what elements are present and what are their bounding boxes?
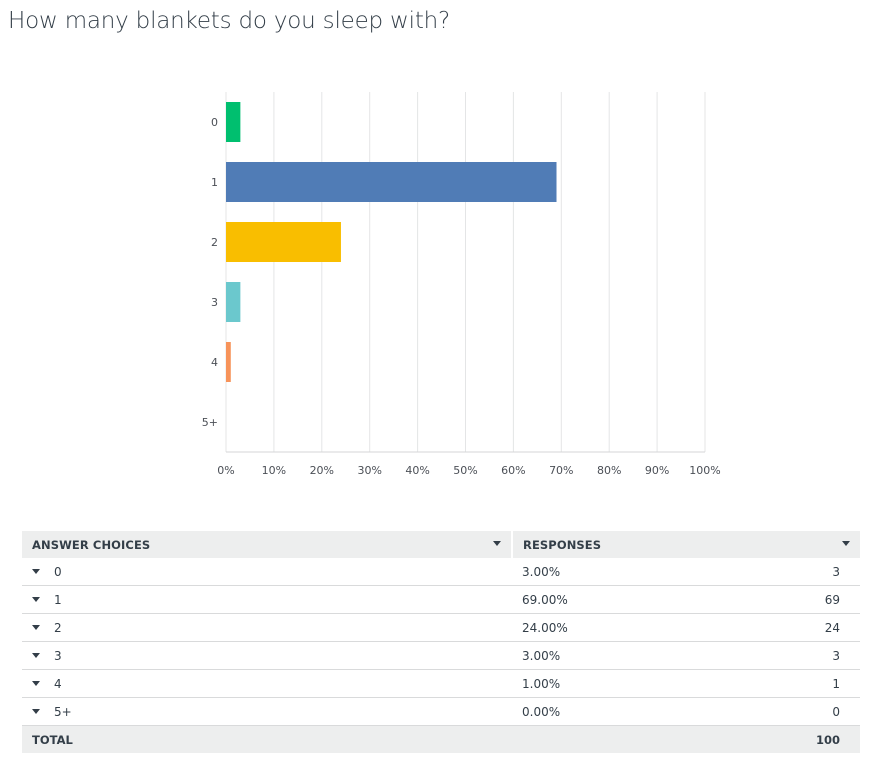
category-label: 4 [211,356,218,369]
x-tick-label: 20% [310,464,334,477]
question-title: How many blankets do you sleep with? [8,8,451,34]
response-count: 69 [706,585,860,614]
response-percent: 69.00% [512,585,707,614]
answer-choice-cell: 0 [22,558,512,586]
x-tick-label: 90% [645,464,669,477]
expand-chevron-down-icon[interactable] [32,596,40,602]
answer-choice-label: 5+ [54,704,72,719]
answer-choice-label: 4 [54,676,62,691]
sort-chevron-down-icon[interactable] [493,541,501,546]
bar-0 [226,102,241,142]
bar-chart: 0 1 2 3 4 5+ 0% 10% 20% 30% 40% 50% 60% 70% 80% 90% 100… [202,92,721,477]
x-tick-label: 70% [549,464,573,477]
answer-choice-cell: 4 [22,669,512,698]
bar-2 [226,222,341,262]
chart-axis-ticks: 0% 10% 20% 30% 40% 50% 60% 70% 80% 90% 100% [217,464,720,477]
responses-header-label: RESPONSES [523,537,602,552]
expand-chevron-down-icon[interactable] [32,680,40,686]
answer-choice-cell: 1 [22,585,512,614]
response-count: 3 [706,641,860,670]
answer-choices-header-label: ANSWER CHOICES [32,537,151,552]
category-label: 3 [211,296,218,309]
expand-chevron-down-icon[interactable] [32,652,40,658]
response-count: 0 [706,697,860,726]
x-tick-label: 50% [453,464,477,477]
bar-1 [226,162,557,202]
x-tick-label: 80% [597,464,621,477]
table-header-row: ANSWER CHOICES RESPONSES [22,531,860,558]
response-percent: 0.00% [512,697,707,726]
table-row: 4 1.00% 1 [22,669,860,698]
response-count: 24 [706,613,860,642]
response-percent: 24.00% [512,613,707,642]
responses-header[interactable]: RESPONSES [512,531,860,558]
total-spacer [512,725,707,753]
response-percent: 3.00% [512,641,707,670]
table-row: 3 3.00% 3 [22,641,860,670]
total-count: 100 [706,725,860,753]
expand-chevron-down-icon[interactable] [32,624,40,630]
expand-chevron-down-icon[interactable] [32,568,40,574]
table-row: 0 3.00% 3 [22,558,860,586]
chart-category-labels: 0 1 2 3 4 5+ [202,116,218,429]
category-label: 0 [211,116,218,129]
response-percent: 1.00% [512,669,707,698]
results-table: ANSWER CHOICES RESPONSES 0 3.00% 3 1 69.00% 6… [22,531,860,753]
bar-3 [226,282,241,322]
x-tick-label: 0% [217,464,234,477]
expand-chevron-down-icon[interactable] [32,708,40,714]
chart-gridlines [225,92,706,453]
category-label: 5+ [202,416,218,429]
chart-bars [226,102,557,382]
answer-choice-label: 0 [54,564,62,579]
category-label: 2 [211,236,218,249]
answer-choices-header[interactable]: ANSWER CHOICES [22,531,513,558]
answer-choice-cell: 2 [22,613,512,642]
x-tick-label: 100% [689,464,720,477]
response-percent: 3.00% [512,558,707,586]
total-row: TOTAL 100 [22,725,860,753]
response-count: 3 [706,558,860,586]
sort-chevron-down-icon[interactable] [842,541,850,546]
total-label: TOTAL [22,725,512,753]
table-row: 5+ 0.00% 0 [22,697,860,726]
answer-choice-cell: 3 [22,641,512,670]
x-tick-label: 40% [405,464,429,477]
category-label: 1 [211,176,218,189]
answer-choice-label: 1 [54,592,62,607]
results-body: 0 3.00% 3 1 69.00% 69 2 24.00% 24 3 3.00% 3 4 1.00% 1 5… [22,558,860,726]
x-tick-label: 30% [357,464,381,477]
table-row: 2 24.00% 24 [22,613,860,642]
answer-choice-label: 2 [54,620,62,635]
bar-4 [226,342,231,382]
response-count: 1 [706,669,860,698]
x-tick-label: 60% [501,464,525,477]
table-row: 1 69.00% 69 [22,585,860,614]
answer-choice-label: 3 [54,648,62,663]
answer-choice-cell: 5+ [22,697,512,726]
x-tick-label: 10% [262,464,286,477]
